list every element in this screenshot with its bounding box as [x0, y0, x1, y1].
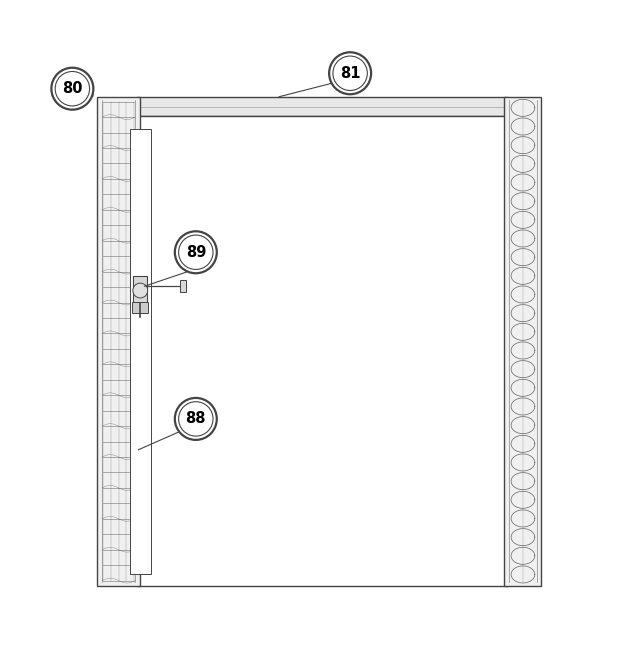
Text: 89: 89 — [185, 245, 206, 260]
Circle shape — [133, 283, 148, 298]
Bar — [505, 96, 541, 586]
Circle shape — [333, 56, 367, 90]
Circle shape — [179, 402, 213, 436]
Text: 80: 80 — [62, 81, 82, 96]
Text: 88: 88 — [185, 412, 206, 426]
Circle shape — [55, 72, 89, 106]
Circle shape — [51, 68, 94, 110]
Bar — [133, 276, 147, 303]
Bar — [137, 116, 508, 586]
Text: eReplacementParts.com: eReplacementParts.com — [191, 348, 429, 366]
Bar — [137, 96, 508, 116]
Bar — [130, 129, 151, 575]
Bar — [180, 280, 186, 293]
Circle shape — [179, 235, 213, 269]
Bar — [97, 96, 140, 586]
Circle shape — [175, 231, 217, 273]
Text: 81: 81 — [340, 66, 360, 80]
Circle shape — [329, 53, 371, 94]
Bar — [131, 302, 148, 313]
Circle shape — [175, 398, 217, 440]
